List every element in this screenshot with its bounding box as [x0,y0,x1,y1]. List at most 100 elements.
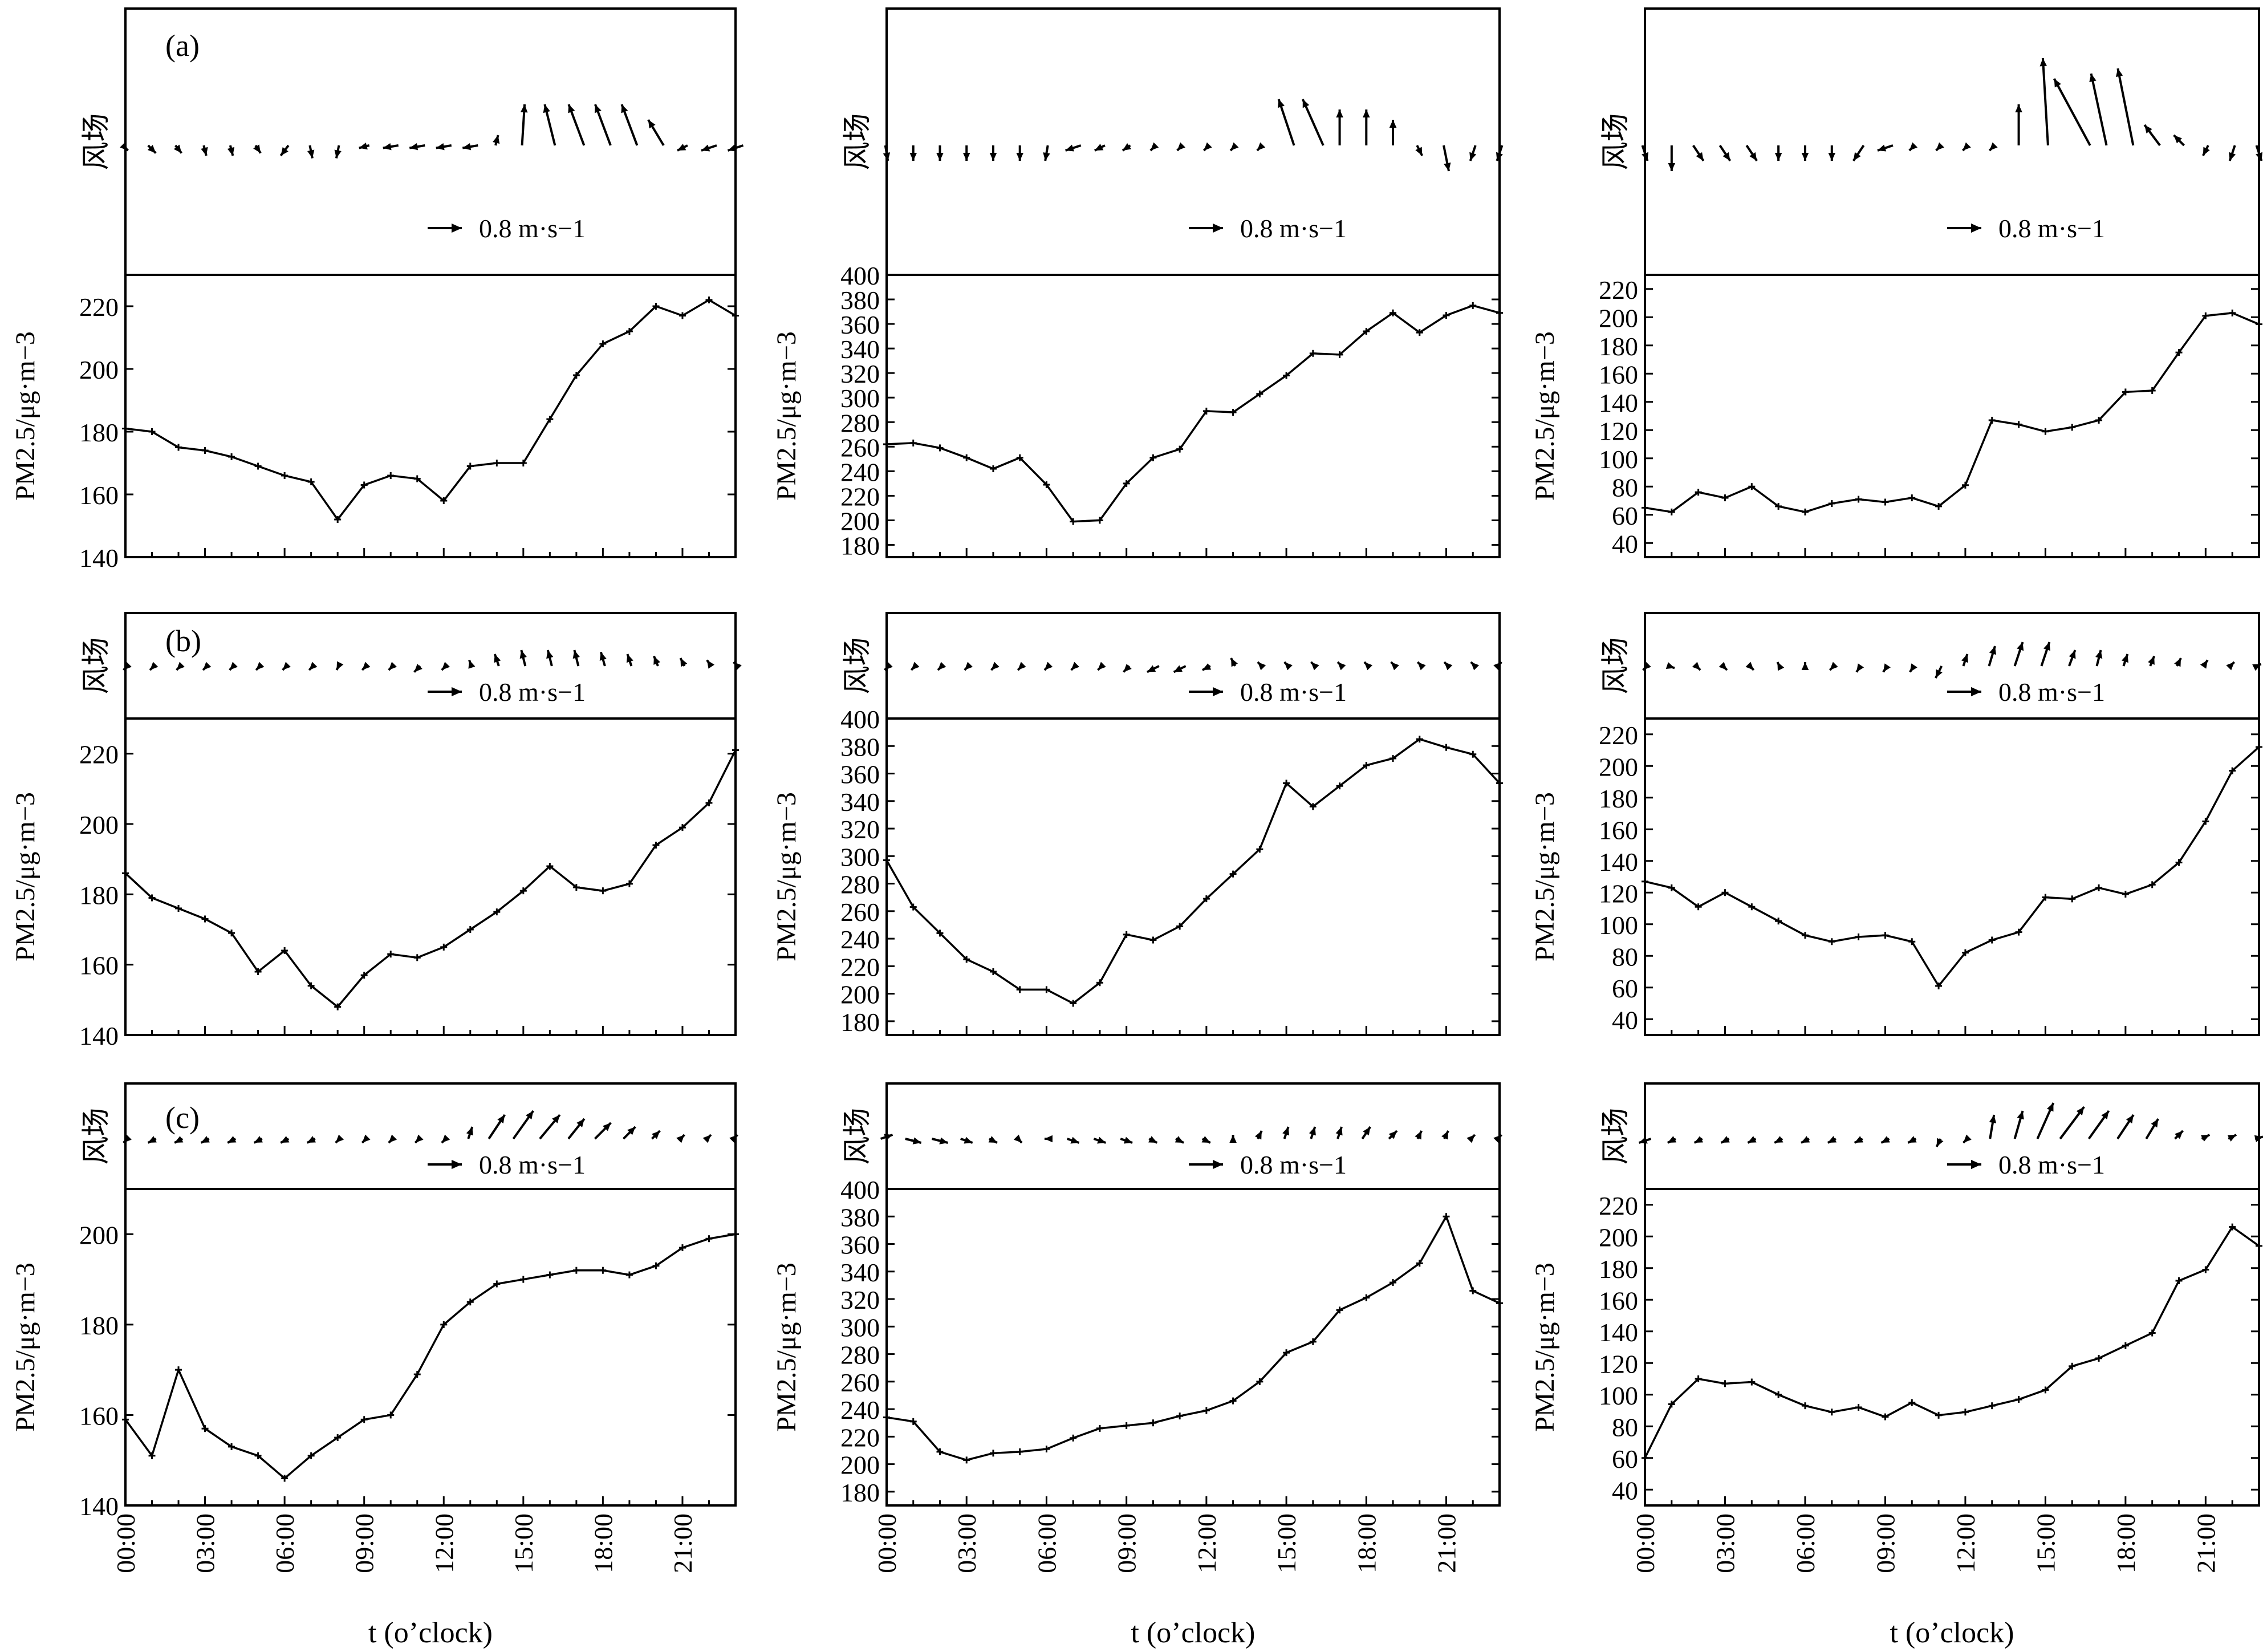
wind-vector [1120,1136,1133,1144]
data-point [1775,918,1782,925]
data-point [387,1411,395,1419]
data-point [1908,1399,1916,1406]
arrow-head [362,661,371,670]
wind-vector [2173,134,2185,147]
data-point [1043,986,1050,993]
arrow-head [1665,662,1675,669]
y-tick-label: 360 [840,760,880,789]
wind-vector [1415,145,1424,156]
data-point [1229,409,1237,416]
pm-frame [124,717,737,1036]
arrow-head [1989,646,1997,655]
wind-vector [361,1134,371,1144]
wind-vector [1415,1130,1423,1140]
wind-vector [1854,1136,1863,1144]
wind-vector [1855,663,1864,673]
wind-vector [2036,1102,2055,1139]
wind-vector [1718,661,1728,671]
pm-frame [124,274,737,558]
data-point [334,1434,342,1442]
wind-vector [1230,657,1238,667]
arrow-head [2173,135,2182,144]
arrow-head [2229,152,2236,161]
y-tick-label: 200 [840,506,880,535]
wind-vector [988,1136,998,1144]
y-tick-label: 160 [79,481,119,510]
arrow-head [2144,125,2152,133]
data-point [909,903,917,911]
x-tick-label: 00:00 [111,1513,140,1573]
y-tick-label: 220 [79,293,119,322]
arrow-head [1065,144,1074,152]
data-point [625,328,633,335]
reference-arrow-label: 0.8 m·s−1 [1240,677,1347,707]
arrow-head [494,654,501,663]
y-tick-label: 300 [840,1313,880,1342]
arrow-head [1909,663,1917,672]
arrow-head [148,1136,157,1143]
panel-b-2: 风场 0.8 m·s−1 18020022024026028030032034036… [771,612,1503,1037]
wind-vector [229,661,238,671]
arrow-shaft [2041,58,2049,146]
y-tick-label: 160 [1599,360,1638,389]
arrow-head [1071,661,1080,670]
data-point [334,1003,342,1010]
reference-arrow-label: 0.8 m·s−1 [1998,1150,2105,1179]
pm25-series-line [125,298,736,521]
data-point [652,1262,660,1269]
arrow-head [626,654,633,663]
wind-vector [1229,1135,1237,1143]
arrow-head [307,1136,316,1143]
wind-vector [1310,661,1319,671]
wind-vector [1692,661,1701,671]
arrow-head [2039,58,2047,67]
arrow-head [2226,662,2234,671]
arrow-head [1989,142,1998,151]
wind-vector [1962,1134,1972,1144]
arrow-head [2017,1111,2024,1120]
arrow-head [1827,1136,1837,1143]
arrow-head [1496,152,1503,161]
y-tick-label: 220 [1599,721,1638,750]
wind-vector [647,119,665,147]
data-point [1668,1401,1675,1408]
pm-axis-label: PM2.5/μg·m−3 [10,1263,40,1432]
y-tick-label: 180 [1599,332,1638,361]
data-point [546,1271,554,1278]
reference-arrow-label: 0.8 m·s−1 [479,677,586,707]
y-tick-label: 180 [840,1478,880,1507]
data-point [2229,1223,2236,1231]
wind-vector [594,1122,612,1140]
data-point [1775,502,1782,510]
wind-vector [2089,73,2108,146]
data-point [1855,496,1862,503]
wind-vector [1745,661,1755,671]
data-point [1070,1000,1077,1007]
arrow-head [1213,223,1223,233]
data-point [652,303,660,310]
data-point [2095,416,2103,424]
arrow-head [1801,662,1809,670]
wind-vector [729,1134,738,1143]
wind-vector [1335,1126,1343,1139]
arrow-head [1971,687,1981,697]
wind-vector [2145,1118,2159,1140]
x-tick-label: 00:00 [1631,1513,1660,1573]
arrow-head [1364,662,1373,671]
arrow-head [452,223,462,233]
arrow-head [912,1137,921,1144]
arrow-head [991,661,1000,670]
arrow-shaft [2116,68,2135,146]
arrow-head [1148,1136,1157,1143]
data-point [1202,1407,1210,1414]
arrow-head [174,1136,184,1143]
arrow-head [1229,1135,1237,1143]
arrow-head [1469,152,1477,161]
y-tick-label: 80 [1612,1412,1638,1442]
arrow-head [729,1135,738,1143]
arrow-head [939,1137,948,1144]
wind-vector [441,1134,450,1144]
wind-vector [1908,142,1918,152]
data-point [1256,1378,1263,1385]
